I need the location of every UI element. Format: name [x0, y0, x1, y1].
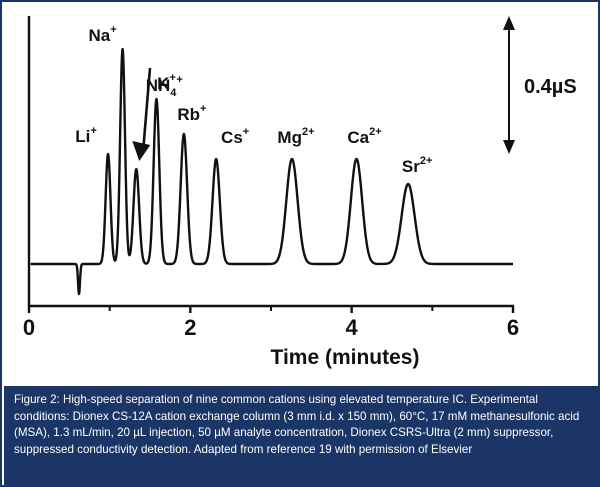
peak-ion-cs: Cs — [221, 128, 243, 147]
peak-charge-li: + — [90, 125, 96, 137]
peak-charge-mg: 2+ — [302, 126, 315, 138]
x-tick-label-6: 6 — [507, 315, 519, 340]
peak-label-cs: Cs+ — [221, 126, 249, 147]
peak-charge-cs: + — [243, 126, 249, 138]
peak-charge-rb: + — [200, 103, 206, 115]
caption-text: Figure 2: High-speed separation of nine … — [14, 393, 580, 456]
peak-label-mg: Mg2+ — [277, 126, 314, 147]
x-axis-title: Time (minutes) — [271, 346, 420, 369]
peak-label-nh: NH4+ — [146, 74, 183, 99]
peak-ion-ca: Ca — [347, 128, 369, 147]
peak-label-rb: Rb+ — [177, 103, 206, 124]
peak-ion-na: Na — [88, 26, 110, 45]
peak-label-sr: Sr2+ — [402, 155, 433, 176]
nh4-arrow-icon — [132, 67, 152, 161]
peak-charge-na: + — [110, 24, 116, 36]
peak-label-k: K+ — [157, 72, 176, 93]
peak-ion-k: K — [157, 74, 170, 93]
x-tick-label-2: 2 — [184, 315, 196, 340]
peak-ion-nh: NH — [146, 76, 171, 95]
peak-ion-li: Li — [75, 127, 90, 146]
peak-charge-sr: 2+ — [420, 155, 433, 167]
x-tick-label-0: 0 — [23, 315, 35, 340]
chart-axes: 0 2 4 6 — [23, 16, 519, 340]
peak-charge-ca: 2+ — [369, 126, 382, 138]
arrow-head-icon — [132, 140, 151, 161]
peak-label-ca: Ca2+ — [347, 126, 381, 147]
scale-arrow-down-icon — [503, 140, 515, 154]
peak-subscript-nh: 4 — [170, 87, 177, 99]
peak-labels: Li+Na+NH4+K+Rb+Cs+ Mg2+ Ca2+Sr2+ — [75, 24, 432, 176]
scale-bar: 0.4µS — [503, 16, 577, 154]
peak-charge-nh: + — [176, 74, 182, 86]
arrow-shaft — [141, 67, 152, 150]
peak-label-li: Li+ — [75, 125, 97, 146]
scale-arrow-up-icon — [503, 16, 515, 30]
x-tick-label-4: 4 — [346, 315, 359, 340]
chromatogram-trace — [29, 47, 514, 296]
peak-charge-k: + — [169, 72, 175, 84]
peak-ion-mg: Mg — [277, 128, 302, 147]
figure-caption: Figure 2: High-speed separation of nine … — [4, 386, 600, 487]
peak-label-na: Na+ — [88, 24, 116, 45]
peak-ion-sr: Sr — [402, 157, 420, 176]
scale-bar-label: 0.4µS — [524, 76, 577, 98]
peak-ion-rb: Rb — [177, 105, 200, 124]
